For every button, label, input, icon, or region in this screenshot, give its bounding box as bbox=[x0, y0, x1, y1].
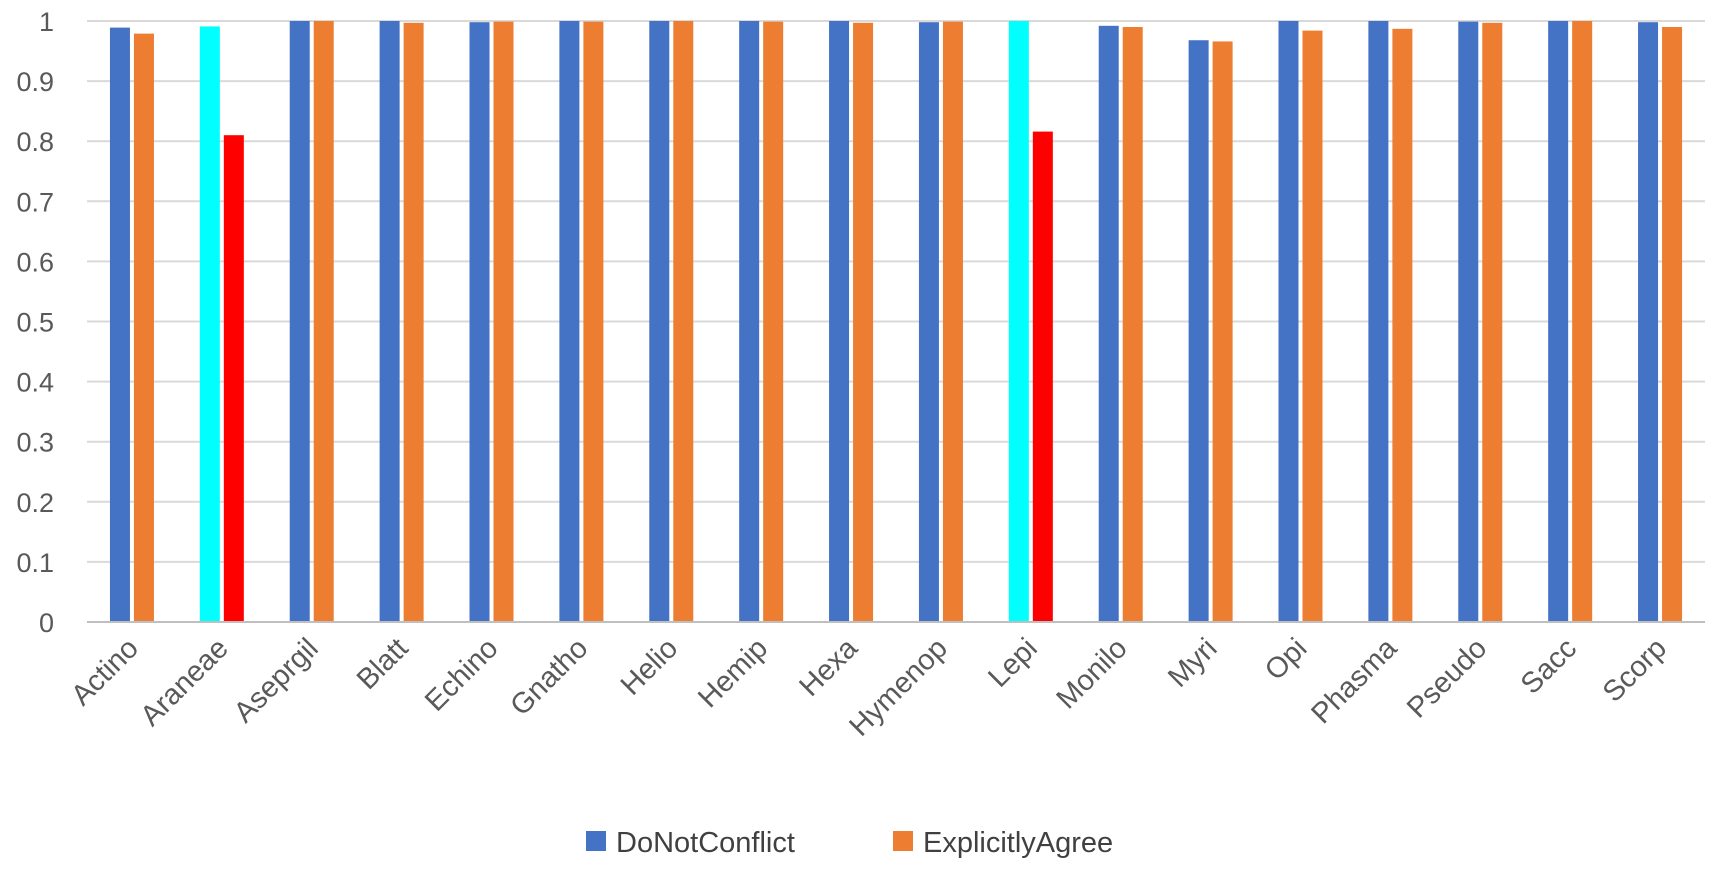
legend-swatch-explicitlyagree bbox=[893, 831, 913, 851]
bar-explicitlyagree-monilo bbox=[1122, 27, 1143, 622]
x-tick-label-hymenop: Hymenop bbox=[843, 632, 953, 742]
bar-explicitlyagree-actino bbox=[133, 33, 154, 623]
y-tick-label: 0 bbox=[39, 608, 54, 638]
x-tick-label-hemip: Hemip bbox=[692, 632, 774, 714]
bar-explicitlyagree-pseudo bbox=[1482, 22, 1503, 623]
bar-donotconflict-monilo bbox=[1098, 25, 1119, 623]
bar-explicitlyagree-hexa bbox=[853, 22, 874, 623]
bar-explicitlyagree-echino bbox=[493, 21, 514, 622]
legend-label-explicitlyagree: ExplicitlyAgree bbox=[923, 827, 1113, 859]
bar-explicitlyagree-hemip bbox=[763, 21, 784, 622]
x-tick-label-actino: Actino bbox=[65, 632, 145, 712]
y-tick-label: 0.9 bbox=[16, 67, 54, 97]
x-tick-label-myri: Myri bbox=[1162, 632, 1223, 693]
bar-donotconflict-hexa bbox=[829, 21, 850, 622]
bar-donotconflict-lepi bbox=[1008, 21, 1029, 622]
y-tick-label: 0.6 bbox=[16, 247, 54, 277]
x-tick-label-echino: Echino bbox=[419, 632, 504, 717]
x-tick-label-araneae: Araneae bbox=[135, 632, 235, 732]
x-tick-label-pseudo: Pseudo bbox=[1401, 632, 1493, 724]
bar-explicitlyagree-opi bbox=[1302, 30, 1323, 622]
gridlines bbox=[87, 20, 1705, 563]
bar-explicitlyagree-araneae bbox=[223, 135, 244, 622]
bar-explicitlyagree-myri bbox=[1212, 41, 1233, 622]
x-tick-label-gnatho: Gnatho bbox=[504, 632, 594, 722]
bar-explicitlyagree-blatt bbox=[403, 22, 424, 623]
bar-donotconflict-pseudo bbox=[1458, 21, 1479, 622]
y-tick-label: 0.5 bbox=[16, 308, 54, 338]
legend-item-donotconflict: DoNotConflict bbox=[586, 827, 795, 859]
bar-explicitlyagree-scorp bbox=[1662, 27, 1683, 622]
bar-donotconflict-araneae bbox=[199, 26, 220, 623]
bar-donotconflict-phasma bbox=[1368, 21, 1389, 622]
x-tick-label-sacc: Sacc bbox=[1515, 632, 1583, 700]
bar-donotconflict-blatt bbox=[379, 21, 400, 622]
y-tick-label: 1 bbox=[39, 7, 54, 37]
y-tick-label: 0.8 bbox=[16, 127, 54, 157]
legend: DoNotConflict ExplicitlyAgree bbox=[586, 827, 1113, 859]
y-tick-label: 0.1 bbox=[16, 548, 54, 578]
bar-donotconflict-myri bbox=[1188, 40, 1209, 623]
x-tick-label-phasma: Phasma bbox=[1305, 632, 1403, 730]
bar-explicitlyagree-aseprgil bbox=[313, 21, 334, 622]
y-tick-label: 0.3 bbox=[16, 428, 54, 458]
bar-donotconflict-helio bbox=[649, 21, 670, 622]
x-tick-label-blatt: Blatt bbox=[351, 632, 415, 696]
x-tick-label-scorp: Scorp bbox=[1597, 632, 1673, 708]
y-tick-label: 0.7 bbox=[16, 187, 54, 217]
bar-donotconflict-echino bbox=[469, 22, 490, 622]
bars bbox=[109, 21, 1683, 623]
x-tick-label-aseprgil: Aseprgil bbox=[228, 632, 325, 729]
bar-explicitlyagree-phasma bbox=[1392, 28, 1413, 623]
x-tick-label-lepi: Lepi bbox=[982, 632, 1043, 693]
x-tick-label-opi: Opi bbox=[1259, 632, 1314, 687]
bar-donotconflict-gnatho bbox=[559, 21, 580, 622]
bar-explicitlyagree-lepi bbox=[1032, 131, 1053, 623]
bar-donotconflict-scorp bbox=[1638, 22, 1659, 622]
bar-donotconflict-hymenop bbox=[918, 22, 939, 622]
x-tick-label-helio: Helio bbox=[615, 632, 684, 701]
bar-explicitlyagree-gnatho bbox=[583, 21, 604, 622]
x-tick-label-hexa: Hexa bbox=[794, 632, 865, 703]
bar-explicitlyagree-helio bbox=[673, 21, 694, 622]
bar-donotconflict-aseprgil bbox=[289, 21, 310, 622]
bar-donotconflict-opi bbox=[1278, 21, 1299, 622]
legend-swatch-donotconflict bbox=[586, 831, 606, 851]
bar-explicitlyagree-hymenop bbox=[942, 21, 963, 622]
legend-item-explicitlyagree: ExplicitlyAgree bbox=[893, 827, 1113, 859]
x-tick-label-monilo: Monilo bbox=[1051, 632, 1134, 715]
bar-donotconflict-hemip bbox=[739, 21, 760, 622]
legend-label-donotconflict: DoNotConflict bbox=[616, 827, 795, 859]
bar-donotconflict-actino bbox=[109, 27, 130, 622]
bar-explicitlyagree-sacc bbox=[1572, 21, 1593, 622]
y-axis-tick-labels: 0 0.1 0.2 0.3 0.4 0.5 0.6 0.7 0.8 0.9 1 bbox=[16, 7, 54, 638]
y-tick-label: 0.4 bbox=[16, 368, 54, 398]
y-tick-label: 0.2 bbox=[16, 488, 54, 518]
bar-donotconflict-sacc bbox=[1548, 21, 1569, 622]
